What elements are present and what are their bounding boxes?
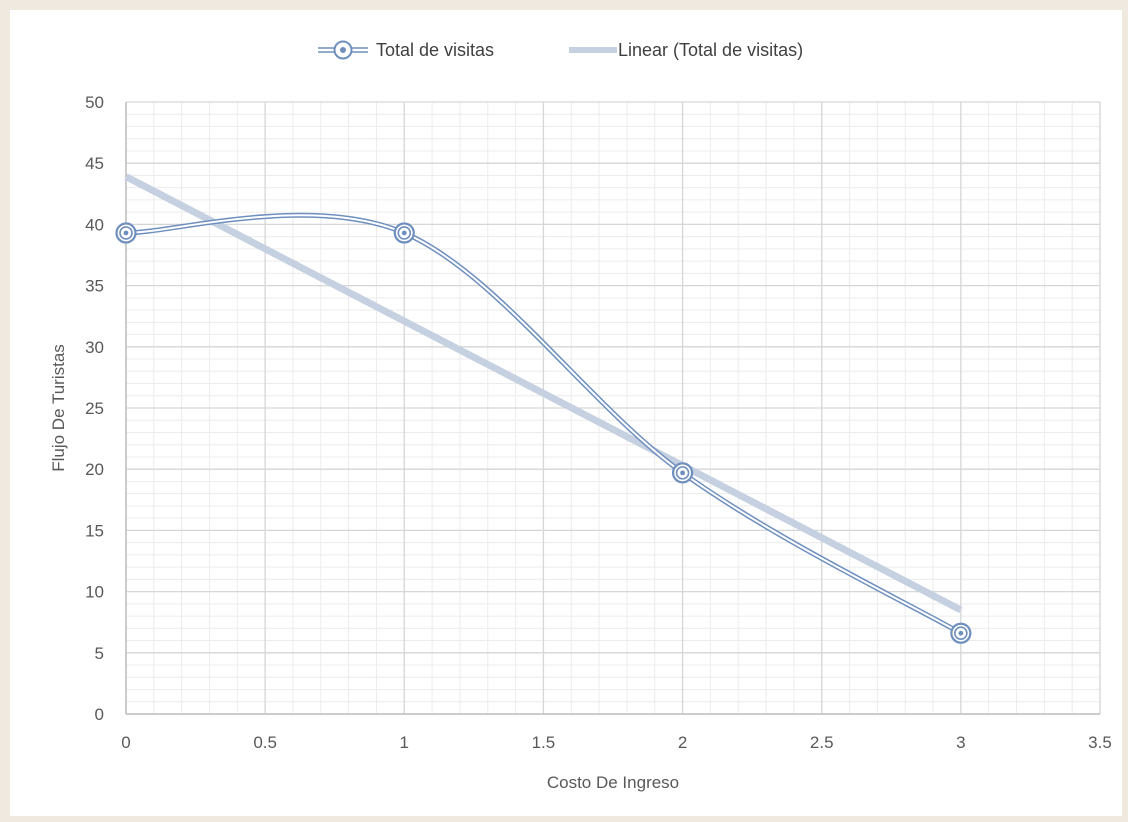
x-tick-label: 2.5 — [810, 733, 834, 752]
x-tick-label: 0.5 — [253, 733, 277, 752]
x-tick-label: 0 — [121, 733, 130, 752]
x-tick-label: 1.5 — [532, 733, 556, 752]
y-tick-label: 40 — [85, 215, 104, 234]
series-layer — [115, 173, 972, 644]
x-tick-label: 3 — [956, 733, 965, 752]
x-axis-title: Costo De Ingreso — [547, 773, 679, 792]
y-axis-tick-labels: 0 5 10 15 20 25 30 35 40 45 50 — [85, 93, 104, 724]
y-axis-title: Flujo De Turistas — [49, 344, 68, 472]
x-axis-tick-labels: 0 0.5 1 1.5 2 2.5 3 3.5 — [121, 733, 1112, 752]
y-tick-label: 10 — [85, 583, 104, 602]
line-chart: 0 5 10 15 20 25 30 35 40 45 50 0 0.5 1 1.5 2 2.5 3 3.5 Co… — [49, 40, 1112, 792]
x-tick-label: 3.5 — [1088, 733, 1112, 752]
data-point-marker-center — [958, 630, 964, 636]
data-point-marker-center — [123, 230, 129, 236]
series-total-de-visitas-line-inner — [125, 214, 962, 635]
y-tick-label: 45 — [85, 154, 104, 173]
legend: Total de visitas Linear (Total de visita… — [318, 40, 803, 60]
y-tick-label: 20 — [85, 460, 104, 479]
legend-item-linear-trend: Linear (Total de visitas) — [569, 40, 803, 60]
y-tick-label: 5 — [95, 644, 104, 663]
trendline-linear — [124, 173, 963, 614]
data-point-marker-inner-ring — [675, 466, 690, 480]
y-tick-label: 35 — [85, 277, 104, 296]
y-tick-label: 50 — [85, 93, 104, 112]
axes — [125, 102, 1100, 715]
data-point-marker-inner-ring — [397, 226, 412, 240]
y-tick-label: 30 — [85, 338, 104, 357]
legend-label-linear-trend: Linear (Total de visitas) — [618, 40, 803, 60]
data-point-marker-inner-ring — [119, 226, 133, 240]
data-point-marker-center — [680, 470, 685, 476]
major-gridlines — [125, 101, 1101, 715]
x-tick-label: 2 — [678, 733, 687, 752]
x-tick-label: 1 — [400, 733, 409, 752]
legend-label-total-de-visitas: Total de visitas — [376, 40, 494, 60]
y-tick-label: 0 — [95, 705, 104, 724]
data-point-marker-center — [401, 230, 407, 236]
legend-swatch-total-de-visitas-marker-center — [340, 47, 346, 53]
data-point-marker-inner-ring — [954, 626, 968, 641]
y-tick-label: 15 — [85, 521, 104, 540]
y-tick-label: 25 — [85, 399, 104, 418]
chart-panel: 0 5 10 15 20 25 30 35 40 45 50 0 0.5 1 1.5 2 2.5 3 3.5 Co… — [10, 10, 1122, 816]
legend-item-total-de-visitas: Total de visitas — [318, 40, 494, 60]
